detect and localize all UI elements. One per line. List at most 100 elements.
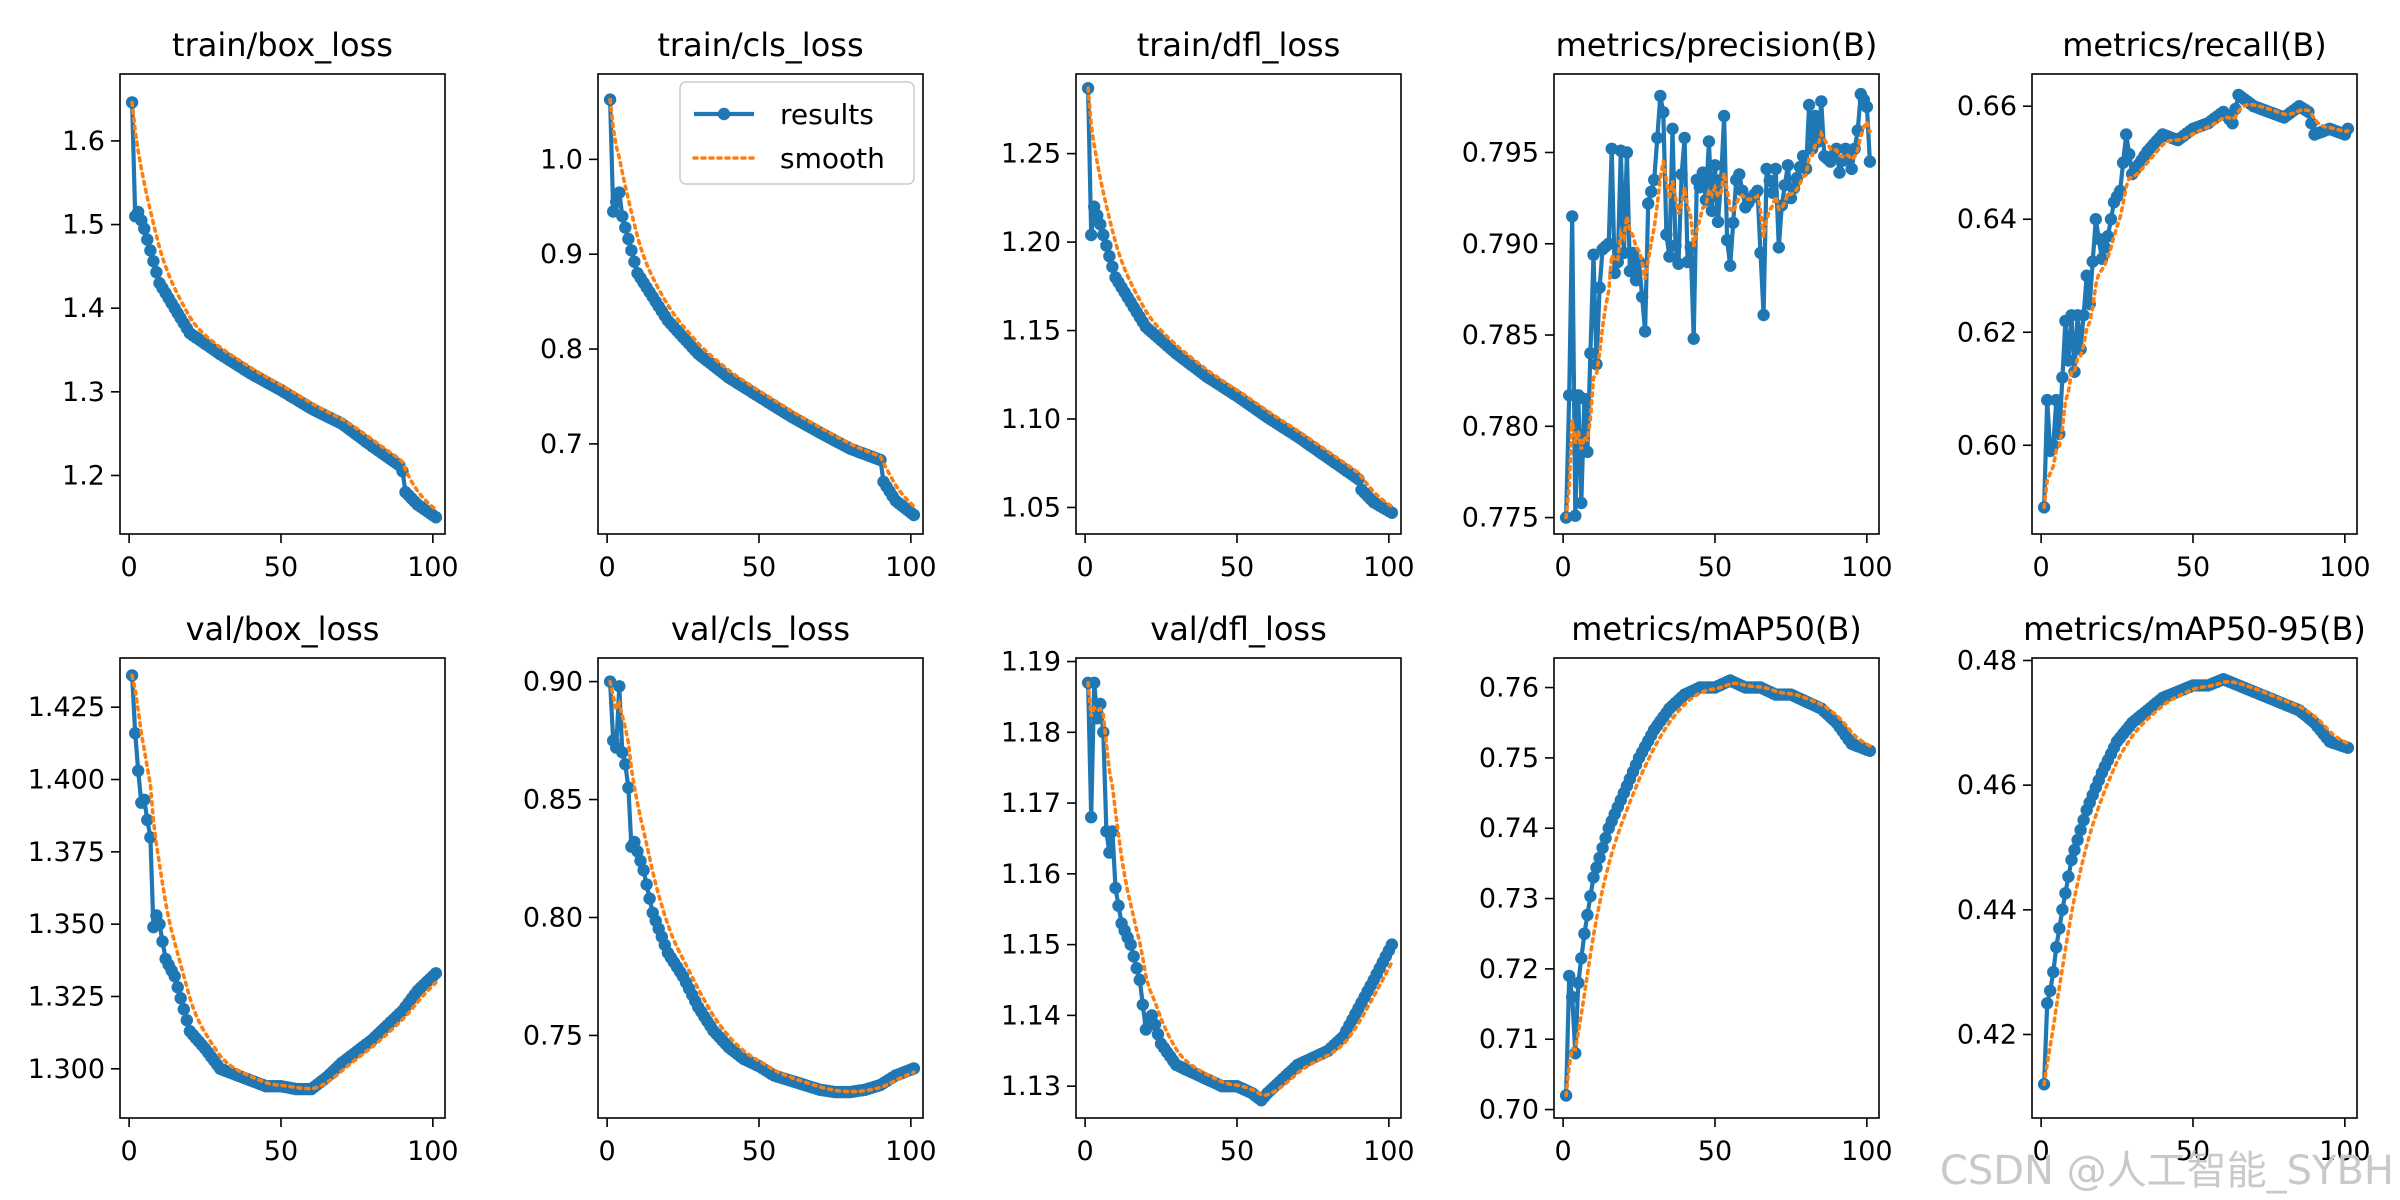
results-point bbox=[1587, 871, 1600, 884]
results-point bbox=[2053, 922, 2066, 935]
results-point bbox=[1569, 509, 1582, 522]
x-tick-label: 50 bbox=[264, 552, 298, 583]
x-tick-label: 100 bbox=[1841, 1136, 1893, 1167]
results-point bbox=[1642, 197, 1655, 210]
y-tick-label: 0.90 bbox=[523, 667, 583, 698]
results-point bbox=[637, 864, 650, 877]
y-tick-label: 1.400 bbox=[28, 765, 105, 796]
results-point bbox=[2068, 843, 2081, 857]
results-line bbox=[1564, 678, 1871, 1096]
x-tick-label: 0 bbox=[1077, 1136, 1094, 1167]
results-point bbox=[2089, 213, 2102, 226]
results-point bbox=[168, 970, 181, 983]
y-tick-label: 1.2 bbox=[62, 460, 105, 491]
results-point bbox=[1769, 162, 1782, 176]
y-tick-label: 0.46 bbox=[1957, 770, 2017, 801]
results-point bbox=[1130, 962, 1143, 975]
smooth-line bbox=[2042, 679, 2350, 1087]
results-point bbox=[1675, 168, 1688, 181]
results-point bbox=[1760, 162, 1773, 176]
x-tick-label: 50 bbox=[1220, 1136, 1254, 1167]
results-point bbox=[1724, 259, 1737, 272]
results-point bbox=[613, 186, 626, 199]
results-point bbox=[141, 813, 154, 827]
y-tick-label: 1.6 bbox=[62, 126, 105, 157]
x-tick-label: 0 bbox=[2033, 1136, 2050, 1167]
results-point bbox=[907, 508, 921, 522]
results-point bbox=[1815, 95, 1828, 108]
y-tick-label: 0.42 bbox=[1957, 1019, 2017, 1050]
results-point bbox=[1097, 228, 1110, 242]
panel-val-cls-loss: val/cls_loss 0 50 100 0.75 0.80 0.85 0.90 bbox=[523, 610, 937, 1167]
panel-train-dfl-loss: train/dfl_loss 0 50 100 1.05 1.10 1.15 1.20 1.25 bbox=[1001, 26, 1415, 583]
results-point bbox=[2120, 128, 2133, 141]
x-tick-label: 0 bbox=[2033, 552, 2050, 583]
results-point bbox=[156, 935, 169, 948]
results-point bbox=[1566, 210, 1579, 223]
x-tick-label: 100 bbox=[407, 1136, 459, 1167]
results-point bbox=[1094, 697, 1107, 711]
smooth-line bbox=[130, 100, 438, 512]
axes-frame bbox=[1075, 73, 1402, 535]
x-tick-label: 100 bbox=[1363, 552, 1415, 583]
x-tick-label: 0 bbox=[121, 552, 138, 583]
results-point bbox=[177, 1003, 190, 1016]
results-point bbox=[1657, 106, 1670, 119]
panel-val-box-loss: val/box_loss 0 50 100 1.300 1.325 1.350 1.375 1.… bbox=[28, 610, 459, 1167]
y-tick-label: 1.15 bbox=[1001, 930, 1061, 961]
panel-metrics-precision-b: metrics/precision(B) 0 50 100 0.775 0.780 0.78… bbox=[1462, 26, 1893, 583]
y-tick-label: 0.74 bbox=[1479, 813, 1539, 844]
results-point bbox=[1112, 899, 1125, 912]
y-tick-label: 0.790 bbox=[1462, 229, 1539, 260]
axes-frame bbox=[119, 657, 446, 1119]
results-point bbox=[1754, 246, 1767, 260]
axes-frame bbox=[597, 657, 924, 1119]
smooth-line bbox=[2042, 102, 2350, 510]
results-point bbox=[1863, 744, 1877, 757]
results-point bbox=[1845, 162, 1858, 176]
results-point bbox=[2062, 354, 2075, 367]
results-point bbox=[1563, 969, 1576, 983]
results-point bbox=[153, 918, 166, 931]
results-point bbox=[628, 835, 641, 849]
results-point bbox=[144, 244, 157, 257]
x-tick-label: 100 bbox=[407, 552, 459, 583]
results-point bbox=[2047, 965, 2060, 979]
y-tick-label: 1.19 bbox=[1001, 647, 1061, 678]
results-point bbox=[1563, 389, 1576, 402]
results-point bbox=[1733, 168, 1746, 181]
results-point bbox=[1136, 998, 1150, 1011]
results-point bbox=[2123, 148, 2136, 161]
results-point bbox=[625, 244, 638, 257]
y-tick-label: 0.66 bbox=[1957, 91, 2017, 122]
x-tick-label: 50 bbox=[2176, 552, 2210, 583]
results-point bbox=[1708, 159, 1722, 172]
results-point bbox=[1766, 186, 1779, 199]
y-tick-label: 1.0 bbox=[540, 144, 583, 175]
panel-train-cls-loss: train/cls_loss 0 50 100 0.7 0.8 0.9 1.0 results s… bbox=[540, 26, 937, 583]
results-point bbox=[1091, 712, 1104, 725]
y-tick-label: 0.64 bbox=[1957, 204, 2017, 235]
panel-title: metrics/mAP50-95(B) bbox=[2023, 610, 2366, 648]
results-point bbox=[1645, 185, 1658, 198]
results-point bbox=[132, 764, 145, 777]
x-tick-label: 0 bbox=[599, 1136, 616, 1167]
results-point bbox=[171, 981, 184, 994]
results-point bbox=[1757, 308, 1770, 322]
results-point bbox=[631, 845, 644, 858]
axes-frame bbox=[1075, 657, 1402, 1119]
results-point bbox=[1133, 973, 1147, 987]
axes-frame bbox=[2031, 73, 2358, 535]
results-point bbox=[2041, 393, 2054, 407]
panel-title: train/dfl_loss bbox=[1137, 26, 1341, 64]
y-tick-label: 0.780 bbox=[1462, 411, 1539, 442]
results-point bbox=[147, 255, 160, 268]
results-point bbox=[1654, 89, 1667, 103]
results-point bbox=[1593, 851, 1606, 864]
results-point bbox=[1566, 990, 1579, 1004]
y-tick-label: 1.05 bbox=[1001, 492, 1061, 523]
y-tick-label: 1.15 bbox=[1001, 316, 1061, 347]
y-tick-label: 0.9 bbox=[540, 239, 583, 270]
results-point bbox=[1385, 938, 1399, 951]
results-point bbox=[2104, 213, 2118, 226]
